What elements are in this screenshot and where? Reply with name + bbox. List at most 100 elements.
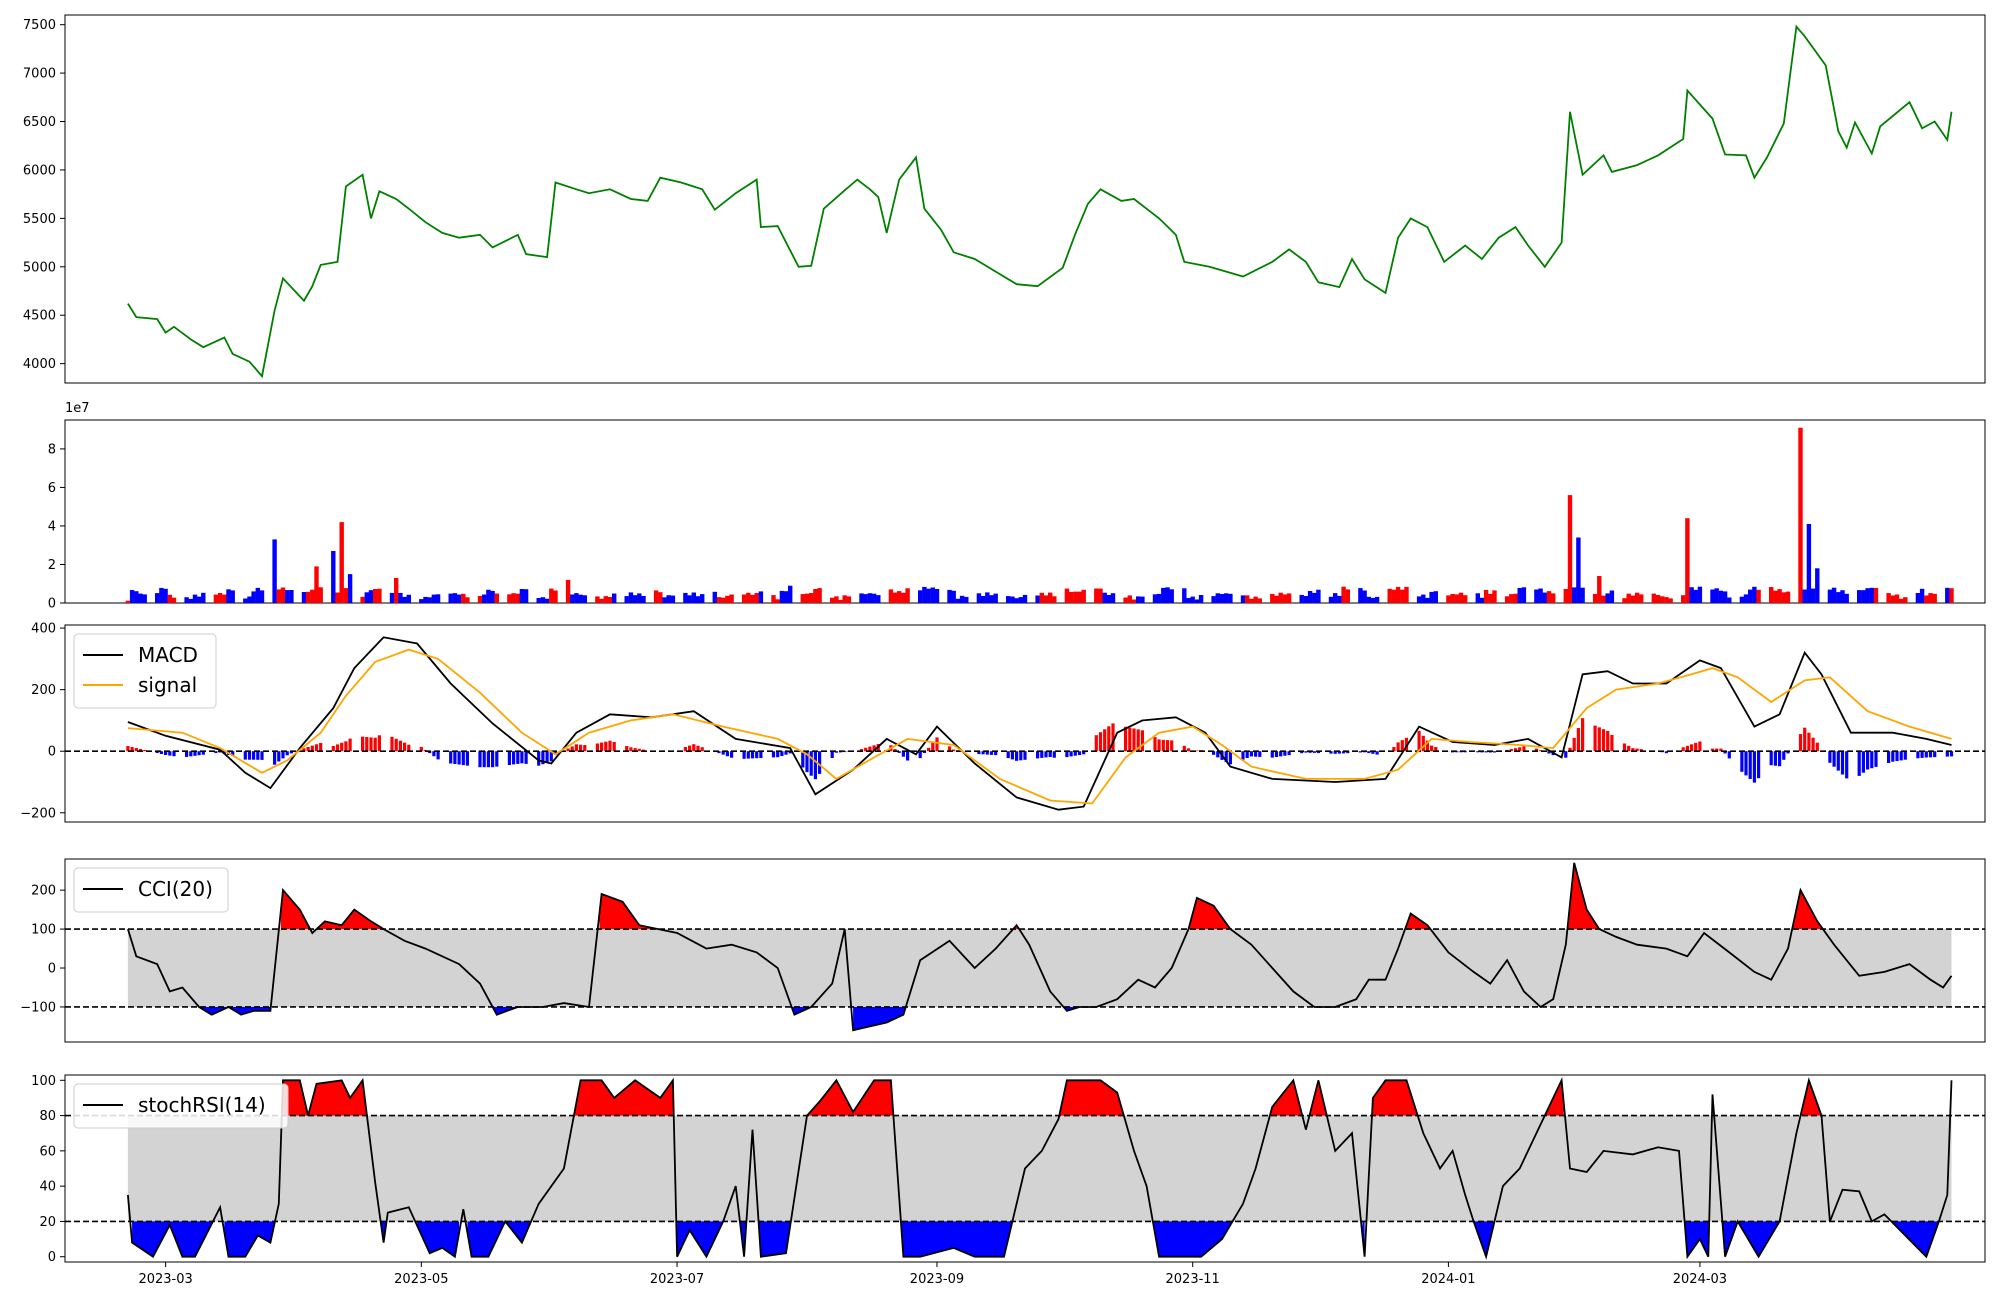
volume-bar [1064,588,1070,603]
volume-bar [901,592,906,603]
macd-histogram-bar [1006,751,1010,759]
volume-bar [1169,589,1174,603]
macd-histogram-bar [1098,732,1103,752]
volume-bar [477,596,483,603]
macd-histogram-bar [830,751,834,758]
macd-histogram-bar [130,747,134,752]
volume-bar [230,590,235,603]
volume-bar [163,588,168,603]
volume-bar [423,596,428,603]
volume-bar [1224,593,1229,603]
volume-bar [603,596,608,603]
volume-bar [1601,595,1606,603]
volume-bar [435,594,441,603]
volume-bar [1245,595,1250,603]
volume-ytick-label: 4 [48,519,56,534]
macd-histogram-bar [1128,727,1132,752]
stochrsi-ytick-label: 0 [48,1250,56,1265]
volume-bar [1903,597,1908,603]
volume-bar [746,592,751,603]
volume-bar [1836,592,1841,603]
volume-bar [1136,596,1141,603]
macd-histogram-bar [1815,742,1819,752]
macd-histogram-bar [1342,751,1346,754]
macd-histogram-bar [1274,751,1279,757]
macd-histogram-bar [730,751,734,758]
stochrsi-oversold-fill [901,1221,1013,1257]
volume-bar [1773,590,1778,603]
volume-bar [1106,595,1111,603]
stochrsi-oversold-fill [381,1221,386,1243]
volume-bar [213,594,219,603]
volume-bar [830,597,835,603]
macd-histogram-bar [700,747,704,752]
macd-histogram-bar [1840,751,1845,775]
volume-bar [406,594,411,603]
x-tick-label: 2023-03 [138,1272,192,1287]
macd-histogram-bar [231,751,235,756]
cci-legend-box [73,867,229,913]
volume-bar [1769,587,1774,603]
volume-bar [155,593,160,603]
volume-bar [607,597,613,603]
macd-histogram-bar [771,751,776,758]
macd-histogram-bar [549,751,553,762]
volume-bar [653,590,659,603]
volume-bar [846,596,852,603]
macd-histogram-bar [537,751,541,766]
volume-bar [905,588,910,603]
macd-histogram-bar [403,742,407,752]
volume-bar [343,588,349,603]
volume-bar [1433,591,1438,603]
macd-histogram-bar [260,751,264,760]
macd-histogram-bar [1329,751,1333,754]
volume-bar [1504,596,1510,603]
volume-bar [402,596,407,603]
volume-bar [188,598,193,603]
macd-histogram-bar [989,751,994,755]
macd-histogram-bar [545,751,549,763]
volume-bar [1710,589,1715,603]
macd-histogram-bar [541,751,545,765]
macd-histogram-bar [1727,751,1731,759]
volume-bar [955,598,961,603]
volume-bar [196,596,202,603]
macd-histogram-bar [1681,747,1685,752]
macd-histogram-bar [1241,751,1245,760]
volume-bar [247,596,252,603]
volume-bar [1743,594,1749,603]
x-tick-label: 2024-01 [1421,1272,1475,1287]
macd-frame [64,624,1986,823]
volume-bar [159,587,164,603]
macd-histogram-bar [1752,751,1756,783]
macd-histogram-bar [1870,751,1874,769]
macd-histogram-bar [1249,751,1253,757]
macd-histogram-bar [1836,751,1840,771]
macd-histogram-bar [1476,751,1480,753]
volume-bar [1919,588,1925,603]
macd-histogram-bar [185,751,189,757]
volume-bar [1513,593,1518,603]
macd-histogram-bar [1082,751,1086,755]
macd-series-macd [127,636,1952,811]
stochrsi-legend-label: stochRSI(14) [138,1093,266,1117]
macd-histogram-bar [1639,749,1643,752]
volume-bar [926,588,931,603]
volume-bar [662,597,667,603]
stochrsi-ytick-label: 100 [31,1074,56,1089]
volume-bar [1274,595,1279,603]
macd-histogram-bar [1165,740,1170,752]
macd-histogram-bar [595,743,599,752]
volume-bar [1534,589,1539,603]
macd-histogram-bar [486,751,490,768]
stochrsi-ytick-label: 80 [39,1109,56,1124]
macd-histogram-bar [1430,745,1434,752]
macd-histogram-bar [134,748,138,752]
macd-histogram-bar [1492,751,1497,753]
macd-histogram-bar [524,751,528,764]
macd-histogram-bar [361,736,365,752]
macd-histogram-bar [1367,751,1371,754]
macd-histogram-bar [1593,725,1597,752]
volume-bar [360,596,365,603]
stochrsi-oversold-fill [1892,1221,1939,1257]
